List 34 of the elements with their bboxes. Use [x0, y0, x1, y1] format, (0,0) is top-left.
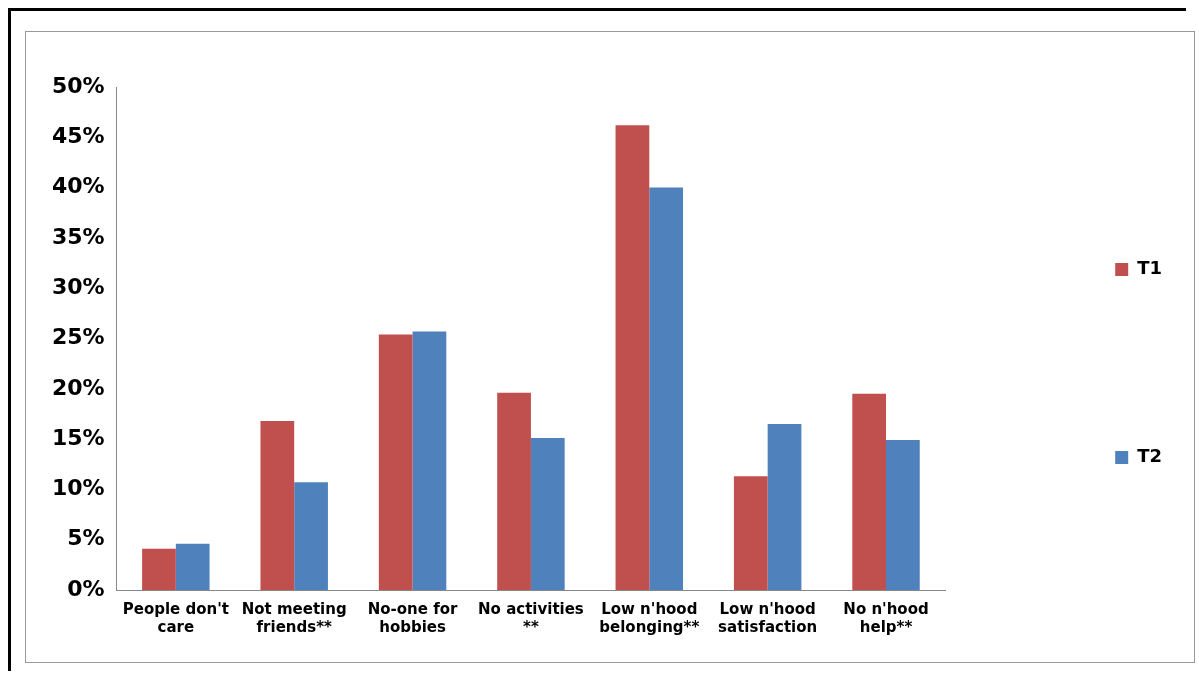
legend-label: T2	[1137, 445, 1163, 467]
x-tick-label: Low n'hood belonging**	[599, 599, 700, 636]
bar	[615, 125, 650, 590]
bar	[497, 392, 531, 590]
bar	[142, 548, 176, 590]
y-tick-label: 30%	[51, 273, 105, 299]
x-tick-label: Not meeting friends**	[241, 599, 347, 636]
x-tick-label: Low n'hood satisfaction	[718, 599, 818, 636]
bar	[378, 334, 413, 590]
x-tick-label: People don't care	[122, 599, 229, 636]
bar	[260, 420, 295, 590]
y-tick-label: 35%	[51, 223, 105, 249]
bar	[175, 543, 210, 590]
bar	[733, 476, 768, 590]
legend-label: T1	[1137, 257, 1163, 279]
y-tick-label: 0%	[67, 575, 105, 601]
y-tick-label: 20%	[51, 374, 105, 400]
x-tick-label: No n'hood help**	[843, 599, 929, 636]
bar	[294, 482, 328, 590]
bar	[852, 393, 887, 590]
bar	[649, 187, 684, 590]
y-tick-label: 25%	[51, 324, 105, 350]
y-tick-label: 15%	[51, 424, 105, 450]
y-tick-label: 10%	[51, 475, 105, 501]
y-tick-label: 40%	[51, 173, 105, 199]
x-tick-label: No-one for hobbies	[367, 599, 459, 636]
y-tick-label: 5%	[67, 525, 105, 551]
x-tick-label: No activities **	[478, 599, 584, 636]
y-tick-label: 45%	[51, 123, 105, 149]
bar	[530, 438, 565, 590]
bar	[412, 331, 447, 590]
bar	[886, 440, 920, 590]
y-tick-label: 50%	[51, 72, 105, 98]
bar	[767, 424, 802, 590]
